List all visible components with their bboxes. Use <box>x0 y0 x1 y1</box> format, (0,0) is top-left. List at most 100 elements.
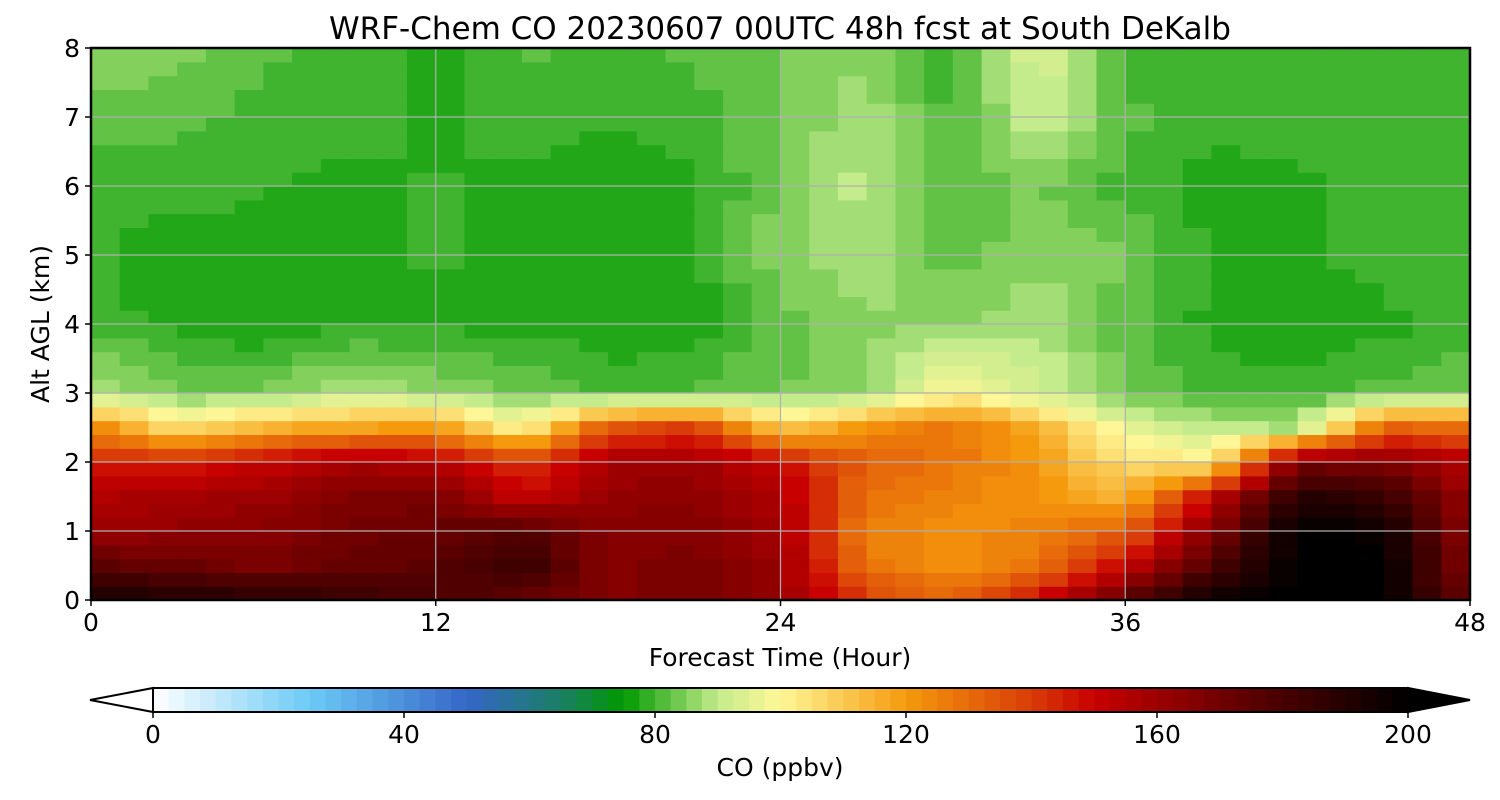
heatmap-cell <box>349 103 379 118</box>
heatmap-cell <box>723 130 753 146</box>
heatmap-cell <box>263 255 293 270</box>
heatmap-cell <box>148 489 178 504</box>
colorbar-tick-label: 160 <box>1133 720 1181 749</box>
heatmap-cell <box>1297 586 1327 601</box>
heatmap-cell <box>1383 227 1414 242</box>
heatmap-cell <box>464 130 494 146</box>
heatmap-cell <box>205 268 236 284</box>
heatmap-cell <box>780 572 810 587</box>
heatmap-cell <box>91 186 121 201</box>
heatmap-cell <box>550 255 580 270</box>
heatmap-cell <box>608 379 638 394</box>
heatmap-cell <box>378 379 408 394</box>
heatmap-cell <box>91 462 121 477</box>
heatmap-cell <box>1441 393 1471 408</box>
heatmap-cell <box>320 544 351 560</box>
heatmap-cell <box>1412 337 1442 353</box>
heatmap-cell <box>263 351 293 366</box>
heatmap-cell <box>665 503 695 518</box>
heatmap-cell <box>550 462 580 477</box>
heatmap-cell <box>636 296 667 311</box>
heatmap-cell <box>407 268 437 284</box>
heatmap-cell <box>1153 393 1184 408</box>
heatmap-cell <box>1268 213 1299 228</box>
heatmap-cell <box>464 406 494 422</box>
heatmap-cell <box>981 144 1011 159</box>
heatmap-cell <box>1441 503 1471 518</box>
heatmap-cell <box>1211 103 1241 118</box>
heatmap-cell <box>493 130 523 146</box>
heatmap-cell <box>665 434 695 449</box>
heatmap-cell <box>91 117 121 132</box>
heatmap-cell <box>464 586 494 601</box>
heatmap-cell <box>1297 406 1327 422</box>
heatmap-cell <box>263 489 293 504</box>
heatmap-cell <box>148 310 178 325</box>
heatmap-cell <box>1039 586 1069 601</box>
heatmap-cell <box>292 379 322 394</box>
heatmap-cell <box>234 158 264 173</box>
heatmap-cell <box>665 351 695 366</box>
heatmap-cell <box>320 199 351 215</box>
heatmap-cell <box>1412 489 1442 504</box>
colorbar-segment <box>1329 688 1346 712</box>
heatmap-cell <box>119 158 150 173</box>
heatmap-cell <box>636 586 667 601</box>
heatmap-cell <box>205 144 236 159</box>
heatmap-cell <box>1039 365 1069 380</box>
heatmap-cell <box>981 61 1011 77</box>
heatmap-cell <box>1240 365 1270 380</box>
heatmap-cell <box>349 75 379 90</box>
heatmap-cell <box>177 89 207 104</box>
heatmap-cell <box>1039 241 1069 256</box>
heatmap-cell <box>1412 379 1442 394</box>
heatmap-cell <box>464 337 494 353</box>
heatmap-cell <box>1268 48 1299 63</box>
heatmap-cell <box>1297 517 1327 532</box>
heatmap-cell <box>780 158 810 173</box>
heatmap-cell <box>723 558 753 573</box>
colorbar-segment <box>1094 688 1111 712</box>
heatmap-cell <box>780 365 810 380</box>
heatmap-cell <box>464 448 494 463</box>
heatmap-cell <box>608 158 638 173</box>
colorbar-segment <box>341 688 358 712</box>
heatmap-cell <box>464 462 494 477</box>
heatmap-cell <box>435 393 466 408</box>
heatmap-cell <box>1383 365 1414 380</box>
heatmap-cell <box>579 117 609 132</box>
heatmap-cell <box>1153 75 1184 90</box>
heatmap-cell <box>148 268 178 284</box>
heatmap-cell <box>1441 117 1471 132</box>
heatmap-cell <box>119 393 150 408</box>
heatmap-cell <box>177 213 207 228</box>
heatmap-cell <box>550 544 580 560</box>
heatmap-cell <box>694 255 724 270</box>
heatmap-cell <box>751 282 782 297</box>
heatmap-cell <box>1412 268 1442 284</box>
heatmap-cell <box>1125 406 1155 422</box>
heatmap-cell <box>205 310 236 325</box>
heatmap-cell <box>1383 199 1414 215</box>
colorbar-segment <box>1345 688 1362 712</box>
heatmap-cell <box>435 337 466 353</box>
heatmap-cell <box>1067 199 1098 215</box>
colorbar-segment <box>827 688 844 712</box>
heatmap-cell <box>895 517 925 532</box>
heatmap-cell <box>1326 213 1356 228</box>
heatmap-cell <box>177 517 207 532</box>
heatmap-cell <box>1268 406 1299 422</box>
heatmap-cell <box>1240 130 1270 146</box>
heatmap-cell <box>895 282 925 297</box>
heatmap-cell <box>952 475 983 491</box>
heatmap-cell <box>694 75 724 90</box>
heatmap-cell <box>751 268 782 284</box>
heatmap-cell <box>1383 337 1414 353</box>
heatmap-cell <box>809 503 839 518</box>
colorbar-segment <box>388 688 405 712</box>
heatmap-cell <box>1355 365 1385 380</box>
heatmap-cell <box>608 517 638 532</box>
heatmap-cell <box>205 89 236 104</box>
heatmap-cell <box>349 130 379 146</box>
